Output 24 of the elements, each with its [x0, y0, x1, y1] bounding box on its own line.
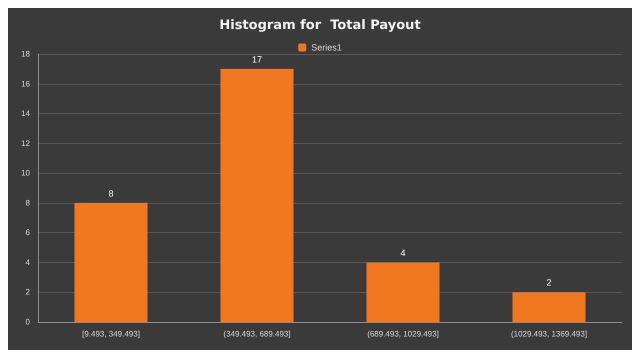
data-label: 4: [400, 248, 406, 258]
y-tick-label: 12: [21, 138, 31, 148]
y-tick-label: 10: [21, 168, 31, 178]
x-tick-label: [9.493, 349.493]: [82, 330, 140, 338]
y-tick-label: 6: [26, 228, 31, 238]
y-tick-label: 4: [26, 258, 31, 267]
y-tick-label: 8: [26, 198, 31, 208]
data-label: 17: [252, 54, 262, 64]
legend-label: Series1: [311, 42, 342, 52]
bar: [74, 202, 148, 322]
y-tick-label: 18: [21, 50, 31, 58]
chart-title: Histogram for Total Payout: [219, 18, 421, 33]
bar: [366, 262, 440, 322]
y-tick-label: 14: [21, 109, 31, 118]
y-tick-label: 0: [26, 318, 31, 326]
data-label: 2: [546, 278, 552, 288]
x-tick-label: (1029.493, 1369.493]: [510, 330, 588, 338]
bar: [220, 68, 294, 322]
bar: [512, 292, 586, 322]
data-label: 8: [108, 188, 114, 198]
y-tick-label: 2: [26, 288, 31, 297]
x-tick-label: (349.493, 689.493]: [223, 330, 291, 338]
y-tick-label: 16: [21, 79, 31, 88]
x-tick-label: (689.493, 1029.493]: [367, 330, 439, 338]
